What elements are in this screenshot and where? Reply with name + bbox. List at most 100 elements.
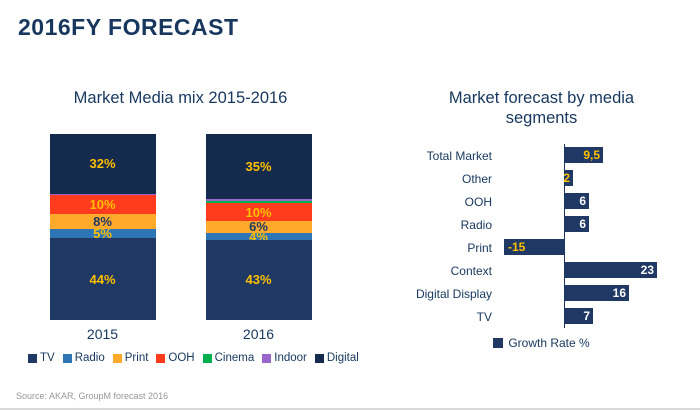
- segment-indoor-2015: [49, 193, 156, 195]
- hbar-value-label: 16: [612, 286, 626, 300]
- legend-label-digital: Digital: [326, 352, 359, 364]
- hbar-category-label: Context: [450, 263, 492, 278]
- zero-axis-line: [564, 144, 565, 167]
- zero-axis-line: [564, 167, 565, 190]
- hbar-other: 2: [563, 170, 573, 186]
- hbar-row-ooh: OOH 6: [398, 190, 685, 213]
- zero-axis-line: [564, 259, 565, 282]
- zero-axis-line: [564, 282, 565, 305]
- hbar-row-print: Print -15: [398, 236, 685, 259]
- hbar-value-label: 9,5: [583, 148, 600, 162]
- hbar-category-label: TV: [476, 309, 492, 324]
- zero-axis-line: [564, 305, 565, 328]
- hbar-category-label: Other: [461, 171, 492, 186]
- segment-label: 35%: [245, 159, 272, 175]
- hbar-value-label: 6: [579, 194, 586, 208]
- hbar-plot-cell: 7: [502, 305, 685, 328]
- stacked-bars-plot: 32%10%8%5%44%35%10%6%4%43%: [28, 134, 333, 320]
- zero-axis-line: [564, 190, 565, 213]
- segment-label: 5%: [93, 228, 112, 239]
- legend-swatch-print: [112, 353, 122, 363]
- x-axis-label-2015: 2015: [86, 326, 119, 342]
- legend-label-cinema: Cinema: [214, 352, 255, 364]
- hbar-row-digital-display: Digital Display 16: [398, 282, 685, 305]
- legend-label-tv: TV: [40, 352, 55, 364]
- segment-tv-2016: 43%: [205, 240, 312, 320]
- growth-rate-legend-label: Growth Rate %: [508, 336, 590, 350]
- hbar-value-label: -15: [508, 240, 526, 254]
- hbar-value-label: 23: [640, 263, 654, 277]
- segment-radio-2016: 4%: [205, 232, 312, 240]
- legend-item-ooh: OOH: [156, 352, 195, 364]
- legend-swatch-tv: [28, 353, 37, 363]
- segment-tv-2015: 44%: [49, 238, 156, 320]
- hbar-plot-cell: 9,5: [502, 144, 685, 167]
- x-axis-label-2016: 2016: [242, 326, 275, 342]
- legend-label-ooh: OOH: [168, 352, 195, 364]
- hbar-context: 23: [565, 262, 657, 278]
- hbar-value-label: 6: [579, 217, 586, 231]
- legend-label-indoor: Indoor: [274, 352, 307, 364]
- hbar-plot-cell: 16: [502, 282, 685, 305]
- hbar-tv: 7: [565, 308, 593, 324]
- x-axis-labels: 2015 2016: [28, 326, 333, 342]
- legend-swatch-ooh: [156, 353, 166, 363]
- legend-swatch-radio: [62, 353, 72, 363]
- media-mix-legend: TV Radio Print OOH Cinema Indoor Digital: [28, 352, 359, 364]
- legend-swatch-digital: [314, 353, 324, 363]
- hbar-plot: Total Market 9,5 Other 2 OOH 6 Radio 6 Print -15 C…: [398, 144, 685, 328]
- zero-axis-line: [564, 213, 565, 236]
- media-mix-chart-title: Market Media mix 2015-2016: [73, 89, 288, 107]
- segment-label: 43%: [245, 272, 272, 288]
- segment-radio-2015: 5%: [49, 228, 156, 239]
- legend-item-indoor: Indoor: [262, 352, 307, 364]
- hbar-category-label: Digital Display: [415, 286, 492, 301]
- segment-digital-2016: 35%: [205, 134, 312, 200]
- hbar-row-tv: TV 7: [398, 305, 685, 328]
- legend-label-radio: Radio: [74, 352, 105, 364]
- segment-ooh-2015: 10%: [49, 195, 156, 214]
- forecast-chart: Market forecast by media segments Total …: [398, 88, 685, 350]
- segment-label: 8%: [93, 213, 112, 229]
- hbar-radio: 6: [565, 216, 589, 232]
- hbar-category-label: Total Market: [426, 148, 492, 163]
- legend-item-radio: Radio: [62, 352, 105, 364]
- hbar-digital-display: 16: [565, 285, 629, 301]
- segment-label: 10%: [245, 204, 272, 220]
- growth-rate-legend: Growth Rate %: [398, 336, 685, 350]
- hbar-plot-cell: 6: [502, 190, 685, 213]
- hbar-plot-cell: 23: [502, 259, 685, 282]
- hbar-ooh: 6: [565, 193, 589, 209]
- hbar-row-radio: Radio 6: [398, 213, 685, 236]
- legend-item-tv: TV: [28, 352, 55, 364]
- legend-swatch-indoor: [262, 353, 272, 363]
- segment-label: 10%: [89, 197, 116, 213]
- segment-indoor-2016: [205, 199, 312, 201]
- hbar-print: -15: [504, 239, 564, 255]
- segment-label: 32%: [89, 156, 116, 172]
- segment-digital-2015: 32%: [49, 134, 156, 194]
- hbar-category-label: OOH: [464, 194, 492, 209]
- stacked-bar-2015: 32% 10% 8% 5% 44%: [49, 134, 156, 320]
- segment-label: 4%: [249, 233, 268, 240]
- legend-label-print: Print: [124, 352, 149, 364]
- legend-item-cinema: Cinema: [202, 352, 255, 364]
- hbar-category-label: Radio: [460, 217, 492, 232]
- segment-label: 6%: [249, 221, 268, 233]
- stacked-bar-2016: 35% 10%6%4% 43%: [205, 134, 312, 320]
- segment-ooh-2016: 10%: [205, 202, 312, 222]
- segment-print-2016: 6%: [205, 221, 312, 233]
- hbar-row-other: Other 2: [398, 167, 685, 190]
- segment-cinema-2016: [205, 200, 312, 203]
- hbar-value-label: 2: [563, 171, 570, 185]
- page-title: 2016FY FORECAST: [18, 14, 239, 40]
- legend-item-digital: Digital: [314, 352, 359, 364]
- media-mix-chart: Market Media mix 2015-2016 32% 10% 8% 5% 44%…: [28, 88, 359, 364]
- hbar-plot-cell: -15: [502, 236, 685, 259]
- hbar-plot-cell: 6: [502, 213, 685, 236]
- segment-print-2015: 8%: [49, 213, 156, 229]
- hbar-category-label: Print: [467, 240, 492, 255]
- segment-cinema-2015: [49, 194, 156, 196]
- hbar-row-context: Context 23: [398, 259, 685, 282]
